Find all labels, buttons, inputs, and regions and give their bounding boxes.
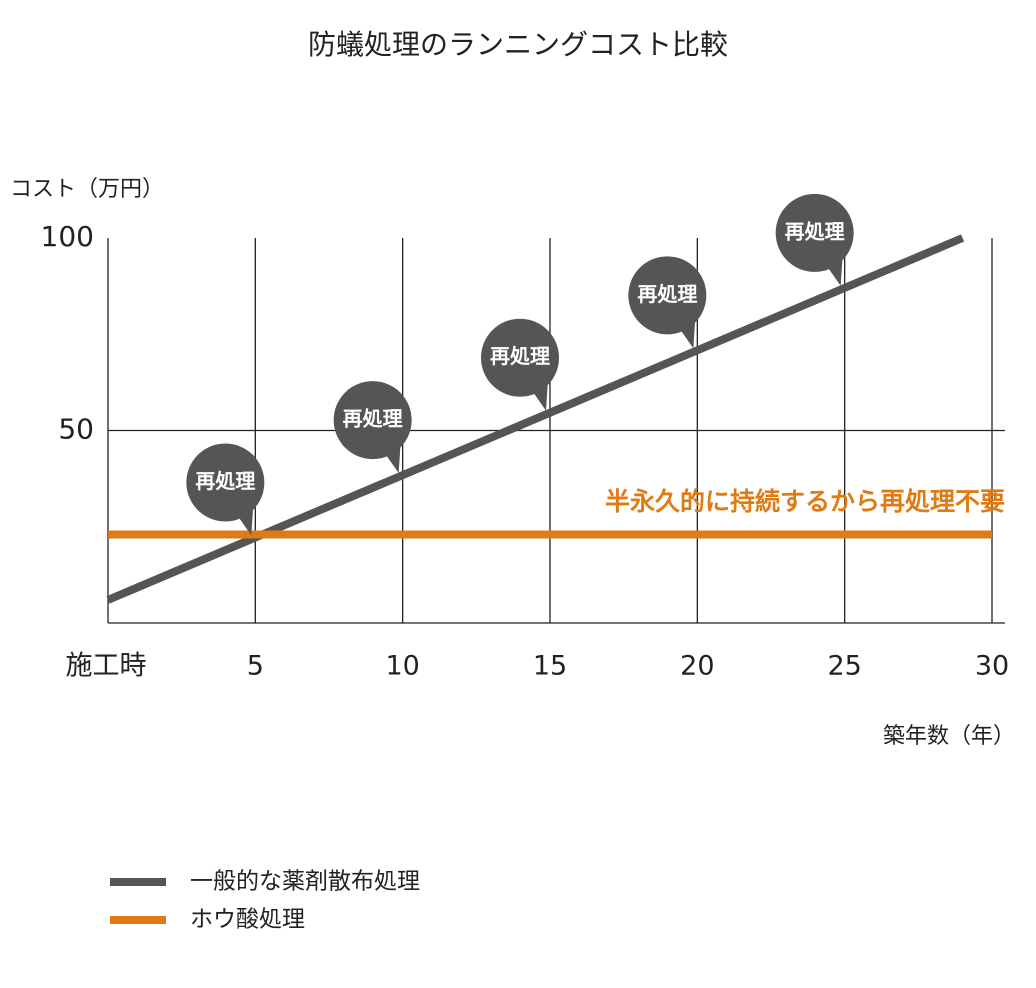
annotation-text: 再処理 — [195, 469, 255, 493]
annotation-bubble: 再処理 — [333, 381, 412, 474]
annotation-text: 再処理 — [785, 219, 845, 243]
y-tick-label: 50 — [58, 413, 94, 446]
x-tick-label: 30 — [975, 651, 1009, 682]
annotation-text: 再処理 — [343, 407, 403, 431]
y-tick-label: 100 — [41, 220, 94, 253]
bubble — [481, 318, 559, 397]
annotation-bubble: 再処理 — [775, 193, 854, 286]
bubble — [333, 381, 412, 460]
bubble — [775, 193, 854, 272]
annotation-bubble: 再処理 — [628, 256, 707, 349]
x-axis-label: 築年数（年） — [883, 724, 1015, 749]
annotation-text: 再処理 — [637, 282, 697, 306]
legend-label: 一般的な薬剤散布処理 — [190, 869, 420, 895]
x-tick-label: 20 — [680, 651, 714, 682]
annotation-bubble: 再処理 — [481, 318, 559, 411]
note: 半永久的に持続するから再処理不要 — [605, 487, 1005, 516]
series-line — [106, 234, 965, 604]
bubble — [628, 256, 707, 335]
annotation-text: 再処理 — [490, 344, 550, 368]
x-tick-label: 15 — [533, 651, 567, 682]
bubble — [186, 443, 265, 522]
x-tick-label: 10 — [385, 651, 419, 682]
x-tick-label: 25 — [827, 651, 861, 682]
chart-title: 防蟻処理のランニングコスト比較 — [308, 28, 728, 61]
legend-label: ホウ酸処理 — [190, 907, 305, 933]
y-axis-label: コスト（万円） — [10, 177, 164, 202]
annotation-bubble: 再処理 — [186, 443, 265, 536]
x-tick-label: 5 — [247, 651, 264, 682]
x-tick-label: 施工時 — [66, 651, 147, 682]
